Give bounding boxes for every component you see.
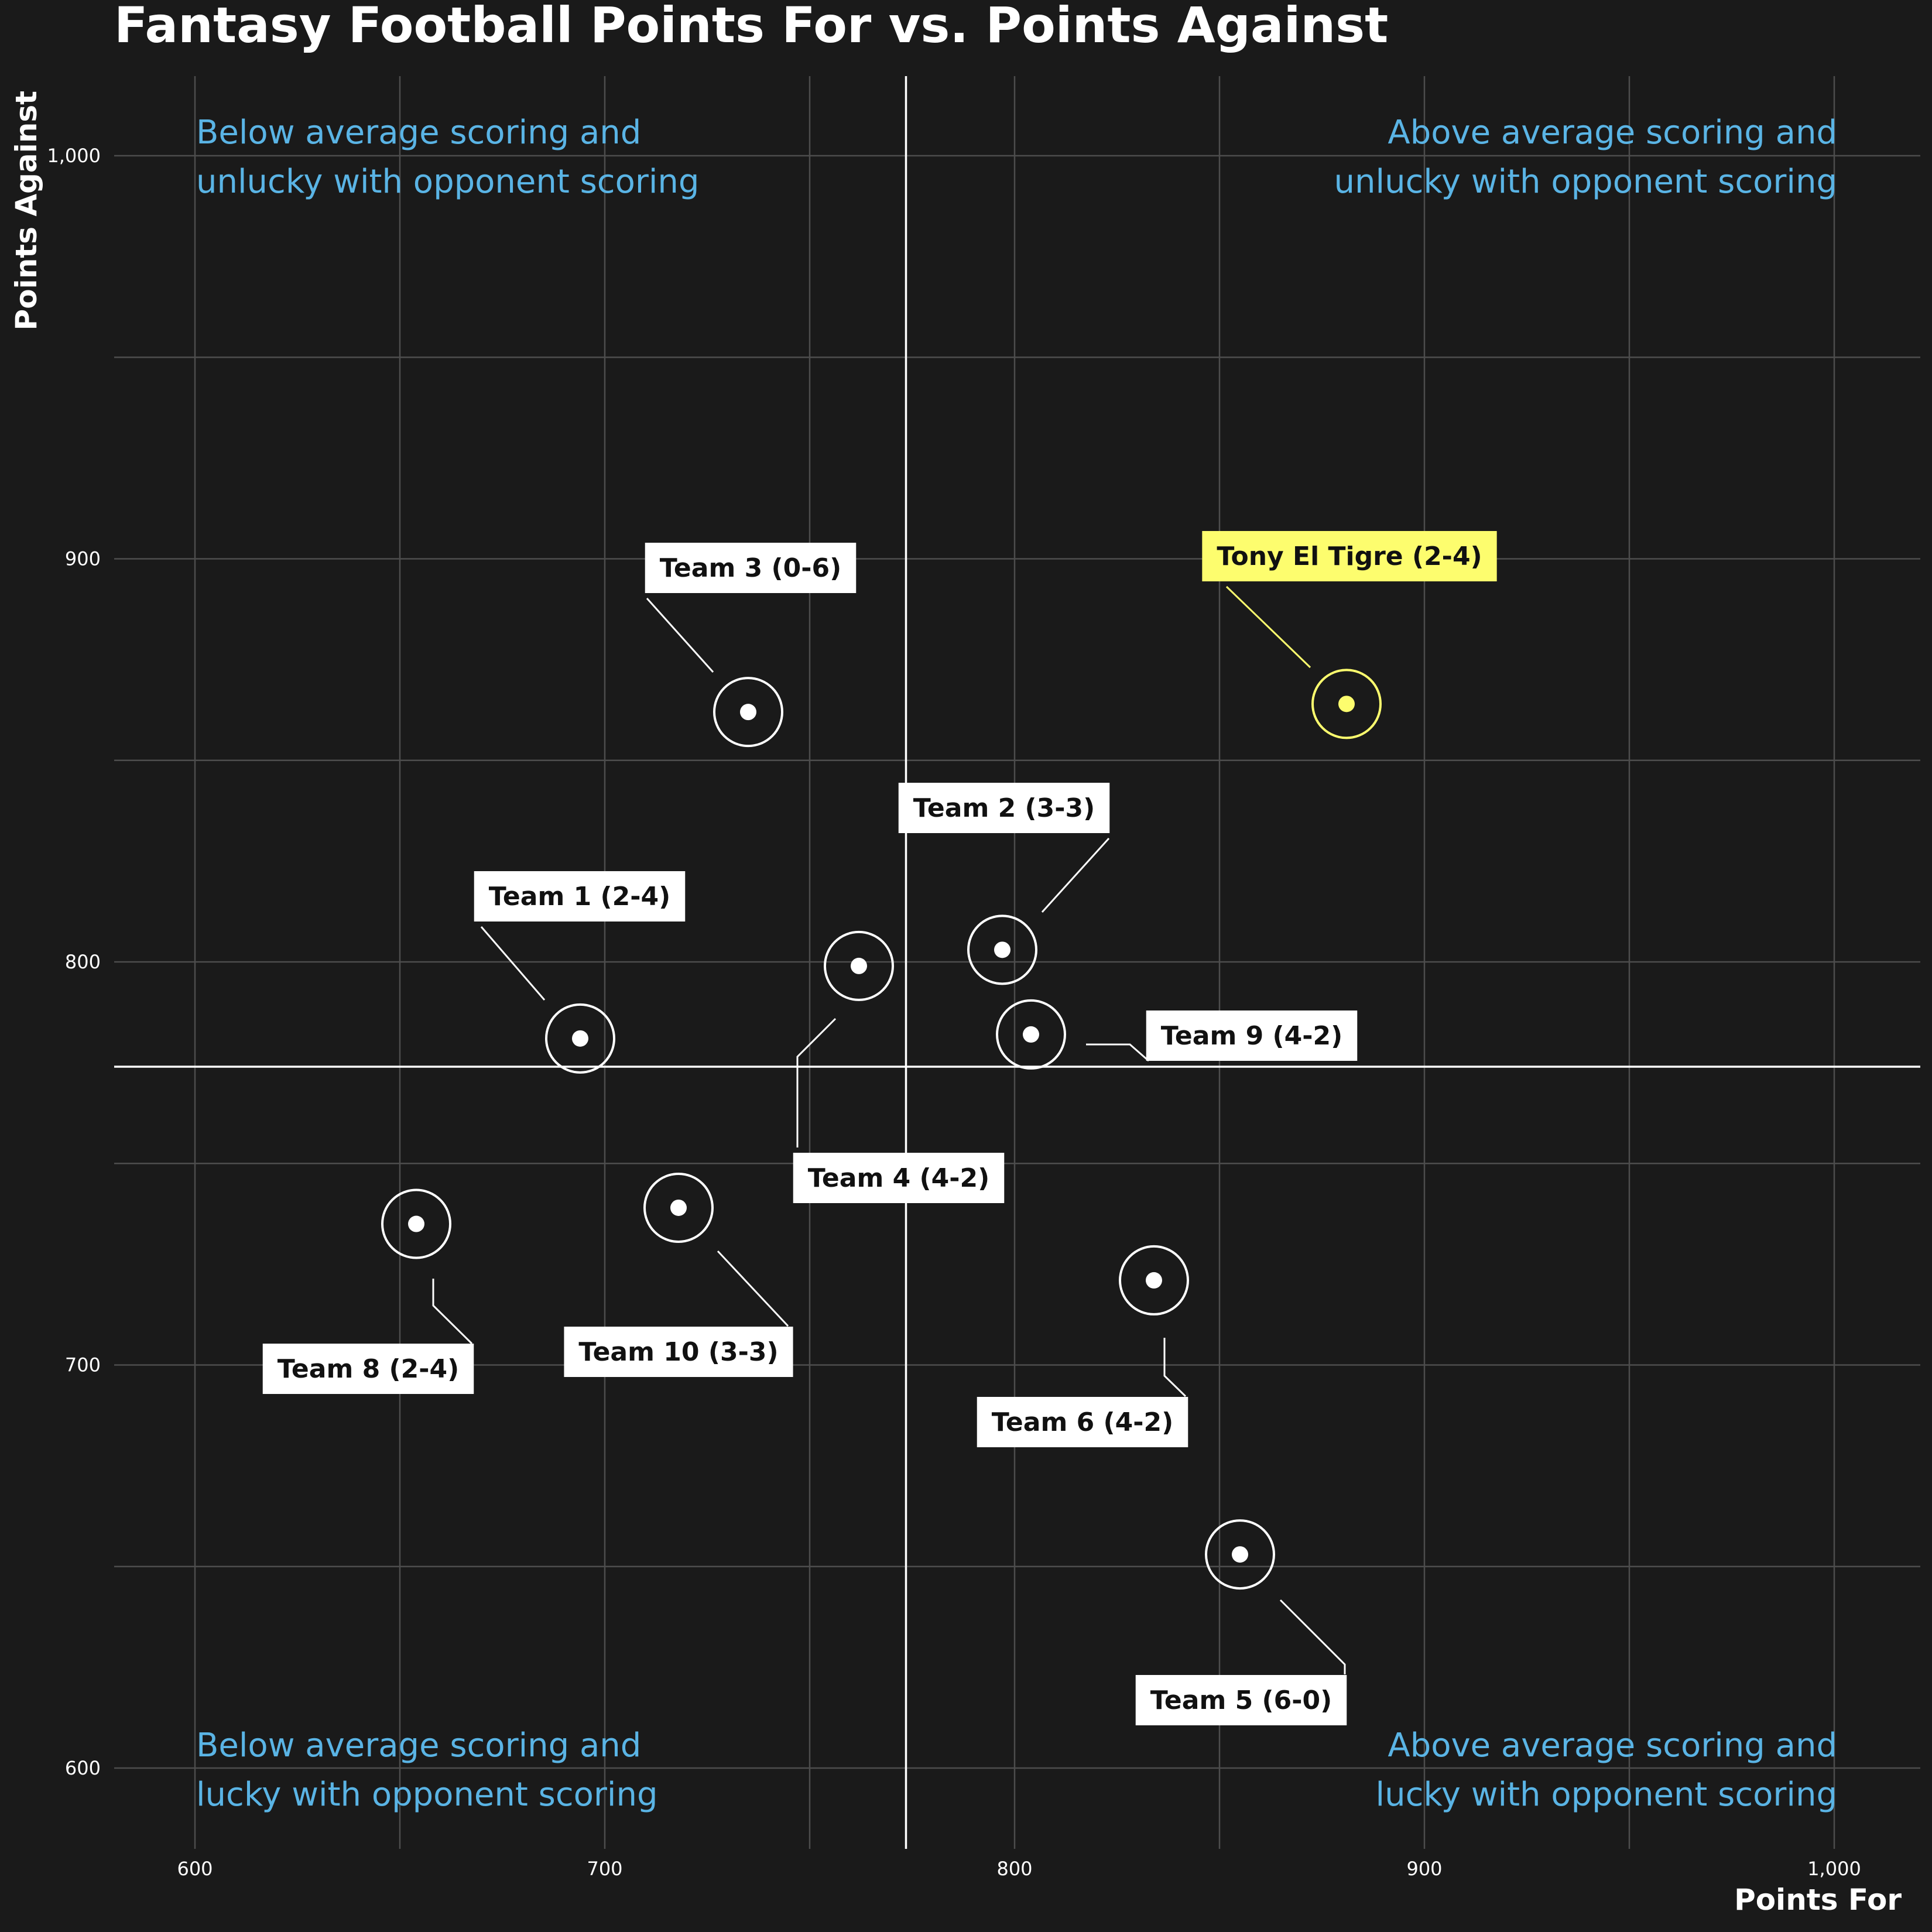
quadrant-labels: Below average scoring and unlucky with op… xyxy=(196,114,1837,1814)
x-tick-label: 800 xyxy=(996,1858,1032,1880)
y-axis-title: Points Against xyxy=(9,91,43,330)
y-tick-label: 1,000 xyxy=(47,145,101,167)
label-leader-line xyxy=(1041,837,1110,913)
point-label: Team 9 (4-2) xyxy=(1161,1021,1343,1051)
point-ring xyxy=(1311,669,1382,739)
label-leader-line xyxy=(1163,1338,1187,1397)
quadrant-label-top-left: Below average scoring and xyxy=(196,114,641,152)
point-label: Team 3 (0-6) xyxy=(660,553,842,583)
x-axis-title: Points For xyxy=(1734,1883,1902,1917)
point-label-box xyxy=(564,1327,793,1377)
x-tick-label: 900 xyxy=(1406,1858,1442,1880)
x-tick-label: 700 xyxy=(587,1858,622,1880)
point-label-box xyxy=(1202,531,1497,581)
quadrant-label-top-right: Above average scoring and xyxy=(1388,114,1837,152)
point-label-box xyxy=(793,1153,1005,1203)
label-leader-line xyxy=(646,597,714,673)
point-label-box xyxy=(977,1397,1188,1447)
point-label-box xyxy=(1146,1010,1358,1061)
point-label: Team 8 (2-4) xyxy=(278,1354,460,1384)
data-point xyxy=(851,957,867,974)
y-tick-label: 700 xyxy=(65,1354,101,1376)
data-point xyxy=(740,704,756,721)
point-ring xyxy=(967,914,1037,985)
label-leader-line xyxy=(1279,1599,1346,1674)
point-label-box xyxy=(474,871,686,922)
chart-title: Fantasy Football Points For vs. Points A… xyxy=(114,0,1388,54)
point-label-box xyxy=(645,543,857,593)
data-point xyxy=(572,1030,588,1047)
point-ring xyxy=(381,1188,451,1259)
point-label-box xyxy=(898,783,1110,833)
label-leader-line xyxy=(717,1250,789,1327)
point-label: Team 6 (4-2) xyxy=(992,1407,1174,1437)
point-ring xyxy=(1205,1519,1275,1590)
point-ring xyxy=(713,677,783,748)
point-label: Team 4 (4-2) xyxy=(808,1163,990,1193)
quadrant-label-bottom-right: lucky with opponent scoring xyxy=(1376,1776,1837,1814)
data-point xyxy=(670,1199,687,1216)
tick-labels: 600 700 800 900 1,000 600 700 800 900 1,000 xyxy=(47,145,1861,1880)
quadrant-label-top-right: unlucky with opponent scoring xyxy=(1334,163,1837,201)
data-point xyxy=(1232,1546,1248,1563)
point-ring xyxy=(643,1172,714,1243)
data-points xyxy=(381,669,1382,1590)
data-point xyxy=(994,941,1010,958)
label-leader-line xyxy=(432,1279,473,1345)
label-leader-line xyxy=(796,1018,837,1147)
data-point xyxy=(1023,1026,1039,1043)
point-label-box xyxy=(262,1344,474,1394)
point-label: Team 1 (2-4) xyxy=(489,882,671,912)
label-leader-line xyxy=(1086,1043,1149,1062)
x-tick-label: 1,000 xyxy=(1807,1858,1861,1880)
point-ring xyxy=(996,999,1066,1070)
quadrant-label-bottom-left: lucky with opponent scoring xyxy=(196,1776,657,1814)
point-label: Team 5 (6-0) xyxy=(1150,1686,1332,1715)
point-label-box xyxy=(1135,1675,1347,1725)
y-tick-label: 800 xyxy=(65,951,101,973)
data-point xyxy=(1146,1272,1162,1289)
point-label: Team 10 (3-3) xyxy=(578,1337,778,1367)
quadrant-label-bottom-right: Above average scoring and xyxy=(1388,1727,1837,1765)
label-leader-line xyxy=(480,926,546,1001)
point-ring xyxy=(824,930,894,1001)
y-tick-label: 600 xyxy=(65,1757,101,1779)
quadrant-label-top-left: unlucky with opponent scoring xyxy=(196,163,699,201)
label-leader-line xyxy=(1225,585,1311,669)
data-point xyxy=(1338,696,1355,712)
y-tick-label: 900 xyxy=(65,548,101,570)
x-tick-label: 600 xyxy=(177,1858,213,1880)
point-ring xyxy=(1119,1245,1189,1316)
data-point xyxy=(408,1215,424,1232)
quadrant-label-bottom-left: Below average scoring and xyxy=(196,1727,641,1765)
point-labels: Tony El Tigre (2-4) Team 3 (0-6) Team 2 (3… xyxy=(262,531,1497,1725)
point-label: Team 2 (3-3) xyxy=(913,793,1095,823)
point-ring xyxy=(545,1003,615,1074)
point-label: Tony El Tigre (2-4) xyxy=(1217,542,1482,571)
